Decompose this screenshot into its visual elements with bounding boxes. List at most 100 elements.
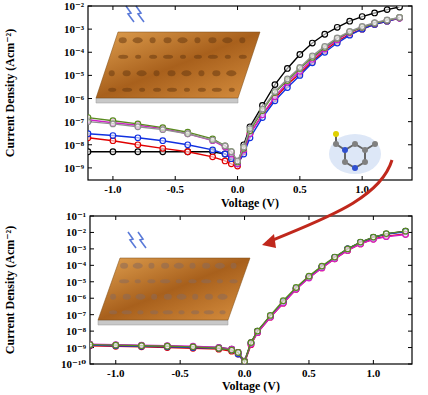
data-point [90,342,93,348]
x-tick [308,216,309,220]
x-tick [362,6,363,10]
afm-grain [178,310,184,314]
afm-grain [220,310,226,314]
data-point [384,17,390,23]
data-point [88,131,91,137]
data-point [164,343,170,349]
data-point [139,343,145,349]
molecule-atom [362,147,368,153]
y-tick [408,167,412,168]
afm-grain [150,37,156,43]
data-point [248,340,254,346]
data-point [113,343,119,349]
afm-image [98,258,250,320]
x-tick [175,6,176,10]
y-tick [408,75,412,76]
y-tick [408,265,412,266]
molecule-atom [362,159,368,165]
afm-grain [212,88,222,92]
y-tick-label: 10⁻⁷ [66,309,87,321]
data-group [88,6,402,169]
data-point [222,143,228,149]
x-tick [180,360,181,364]
panel: -1.0-0.50.00.51.010⁻⁹10⁻⁸10⁻⁷10⁻⁶10⁻⁵10⁻… [3,0,412,210]
data-point [319,263,325,269]
series-line [90,235,406,362]
data-point [160,146,166,152]
x-tick [244,216,245,220]
data-point [260,106,266,112]
data-point [358,240,364,246]
x-tick [112,176,113,180]
y-tick [90,298,94,299]
y-tick [408,298,412,299]
data-point [190,344,196,350]
data-point [268,313,274,319]
data-point [397,15,403,21]
data-point [242,358,248,364]
afm-grain [181,70,191,76]
data-point [210,147,216,153]
y-tick [90,265,94,266]
data-point [242,358,248,364]
data-point [185,142,191,148]
data-point [397,6,403,10]
x-tick [299,6,300,10]
data-point [88,119,91,125]
afm-grain [218,294,228,300]
x-tick [373,216,374,220]
data-point [383,231,389,237]
data-point [280,298,286,304]
y-tick [90,314,94,315]
data-point [222,158,228,164]
substrate [98,320,228,325]
y-tick [408,331,412,332]
data-point [229,149,235,155]
light-icon [126,6,134,22]
data-point [372,20,378,26]
afm-grain [133,37,143,43]
x-tick-label: 0.5 [302,367,316,379]
afm-grain [204,310,214,314]
data-point [248,341,254,347]
y-tick [408,364,412,365]
data-point [372,20,378,26]
data-point [310,53,316,59]
data-point [384,18,390,24]
afm-grain [108,88,116,92]
y-tick [88,29,92,30]
figure: -1.0-0.50.00.51.010⁻⁹10⁻⁸10⁻⁷10⁻⁶10⁻⁵10⁻… [0,0,428,395]
data-point [397,15,403,21]
molecule-atom [333,131,339,137]
data-point [190,345,196,351]
x-tick-label: -1.0 [104,183,122,195]
y-tick [88,144,92,145]
data-point [185,131,191,137]
data-point [235,158,241,164]
data-point [216,345,222,351]
data-point [160,138,166,144]
afm-grain [202,263,210,269]
data-point [160,127,166,133]
y-tick [408,248,412,249]
x-axis-label: Voltage (V) [222,379,280,393]
afm-grain [226,70,236,76]
afm-grain [148,263,154,269]
data-point [210,137,216,143]
data-point [319,264,325,270]
series-line [90,231,406,361]
data-point [372,10,378,16]
x-tick [299,176,300,180]
data-point [345,246,351,252]
data-point [139,343,145,349]
y-tick [90,281,94,282]
x-tick [373,360,374,364]
data-point [297,52,303,58]
afm-grain [153,88,161,92]
data-point [397,15,403,21]
afm-grain [109,310,117,314]
data-point [235,350,241,356]
data-point [88,149,91,155]
y-tick [408,347,412,348]
y-tick-label: 10⁻¹ [66,210,86,222]
